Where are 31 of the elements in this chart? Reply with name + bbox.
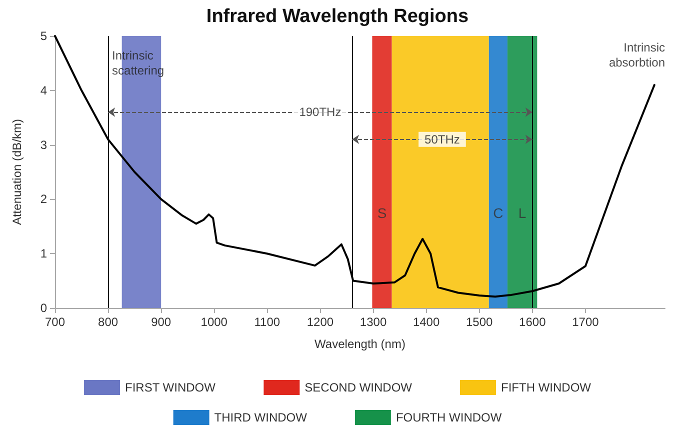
- x-axis-title: Wavelength (nm): [314, 337, 406, 351]
- legend-label: FIRST WINDOW: [125, 380, 216, 394]
- chart-title: Infrared Wavelength Regions: [206, 6, 469, 27]
- y-tick-label: 0: [40, 301, 48, 315]
- x-tick-label: 900: [151, 315, 172, 329]
- x-tick-label: 800: [98, 315, 118, 329]
- x-tick-label: 1400: [412, 315, 440, 329]
- y-tick-label: 1: [40, 246, 48, 261]
- y-tick-label: 5: [40, 29, 48, 43]
- x-tick-label: 700: [44, 315, 66, 329]
- annotation: Intrinsic absorbtion: [608, 40, 665, 70]
- legend-label: THIRD WINDOW: [214, 410, 308, 424]
- x-tick-label: 1600: [519, 315, 546, 329]
- y-axis-title: Attenuation (dB/km): [10, 118, 24, 226]
- x-tick-label: 1100: [254, 315, 280, 329]
- x-tick-label: 1300: [360, 315, 387, 329]
- y-tick-label: 3: [40, 138, 48, 152]
- annotation: 190THz: [299, 105, 342, 120]
- x-tick-label: 1200: [306, 315, 334, 329]
- annotation: S: [377, 204, 387, 221]
- annotation: C: [493, 204, 504, 221]
- x-tick-label: 1500: [466, 315, 494, 329]
- legend-label: SECOND WINDOW: [304, 380, 413, 394]
- x-tick-label: 1700: [572, 315, 600, 329]
- x-tick-label: 1000: [200, 315, 228, 329]
- y-tick-label: 4: [40, 83, 48, 98]
- annotation: L: [518, 204, 526, 221]
- legend-label: FIFTH WINDOW: [501, 380, 592, 394]
- y-tick-label: 2: [40, 192, 48, 206]
- annotation: 50THz: [424, 132, 460, 146]
- legend-label: FOURTH WINDOW: [396, 410, 502, 424]
